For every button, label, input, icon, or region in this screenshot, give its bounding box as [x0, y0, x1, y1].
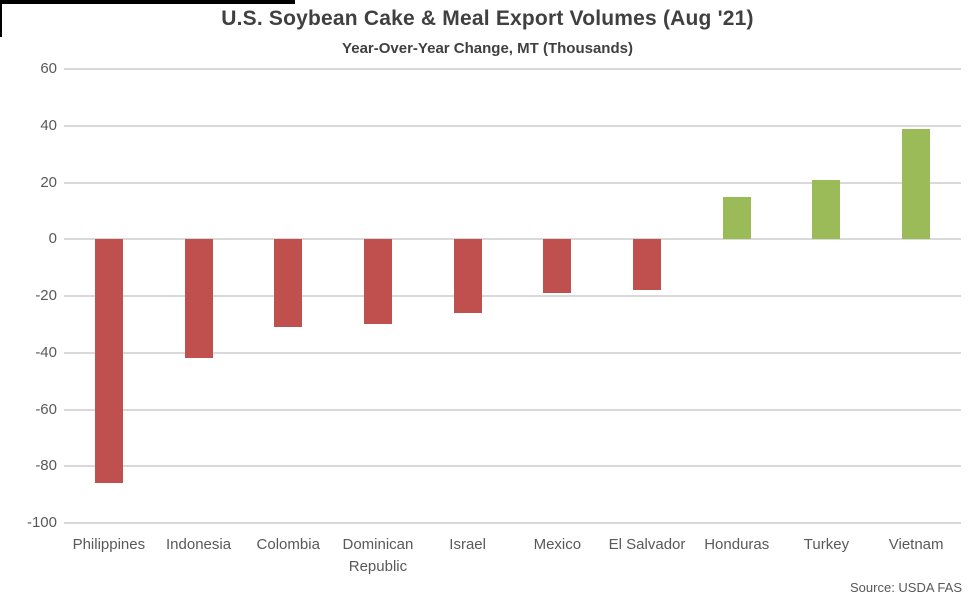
x-axis-category-label: Indonesia	[166, 536, 232, 553]
source-note: Source: USDA FAS	[850, 580, 962, 595]
bar-colombia	[274, 239, 303, 328]
x-axis-category-label: Dominican Republic	[342, 536, 414, 575]
bar-philippines	[94, 239, 123, 484]
y-axis-tick-label: 20	[40, 173, 57, 191]
gridline-y-0	[64, 238, 961, 241]
gridline-y--40	[64, 351, 961, 354]
bar-el-salvador	[633, 239, 662, 291]
x-axis-category-label: Mexico	[533, 536, 582, 553]
y-axis-tick-label: 0	[48, 230, 57, 248]
x-axis-category-label: El Salvador	[608, 536, 686, 553]
gridline-y--60	[64, 408, 961, 411]
bar-israel	[453, 239, 482, 314]
gridline-y--20	[64, 295, 961, 297]
gridline-y-60	[64, 68, 961, 70]
y-axis-tick-label: -80	[35, 457, 57, 475]
gridline-y-40	[64, 124, 961, 127]
x-axis-category-label: Turkey	[803, 536, 850, 553]
y-axis-tick-label: 40	[40, 116, 57, 134]
x-axis-category-label: Vietnam	[888, 536, 944, 553]
x-axis-category-label: Colombia	[256, 536, 320, 553]
chart-subtitle: Year-Over-Year Change, MT (Thousands)	[342, 40, 633, 57]
x-axis-category-label: Philippines	[72, 536, 146, 553]
window-border-fragment-top	[0, 0, 295, 4]
gridline-y--80	[64, 465, 961, 468]
bar-turkey	[812, 179, 841, 240]
bar-honduras	[722, 196, 751, 240]
window-border-fragment-left	[0, 0, 2, 37]
chart-title: U.S. Soybean Cake & Meal Export Volumes …	[221, 7, 754, 30]
x-axis-category-label: Israel	[449, 536, 486, 553]
bar-mexico	[543, 239, 572, 294]
x-axis-category-label: Honduras	[704, 536, 770, 553]
bar-indonesia	[184, 239, 213, 359]
y-axis-tick-label: -40	[35, 343, 57, 361]
gridline-y--100	[64, 522, 961, 524]
y-axis-tick-label: 60	[40, 60, 57, 77]
bar-dominican-republic	[363, 239, 392, 325]
y-axis-tick-label: -20	[35, 287, 57, 304]
y-axis-tick-label: -60	[35, 400, 57, 418]
y-axis-tick-label: -100	[26, 514, 57, 531]
gridline-y-20	[64, 181, 961, 184]
bar-vietnam	[902, 128, 931, 240]
